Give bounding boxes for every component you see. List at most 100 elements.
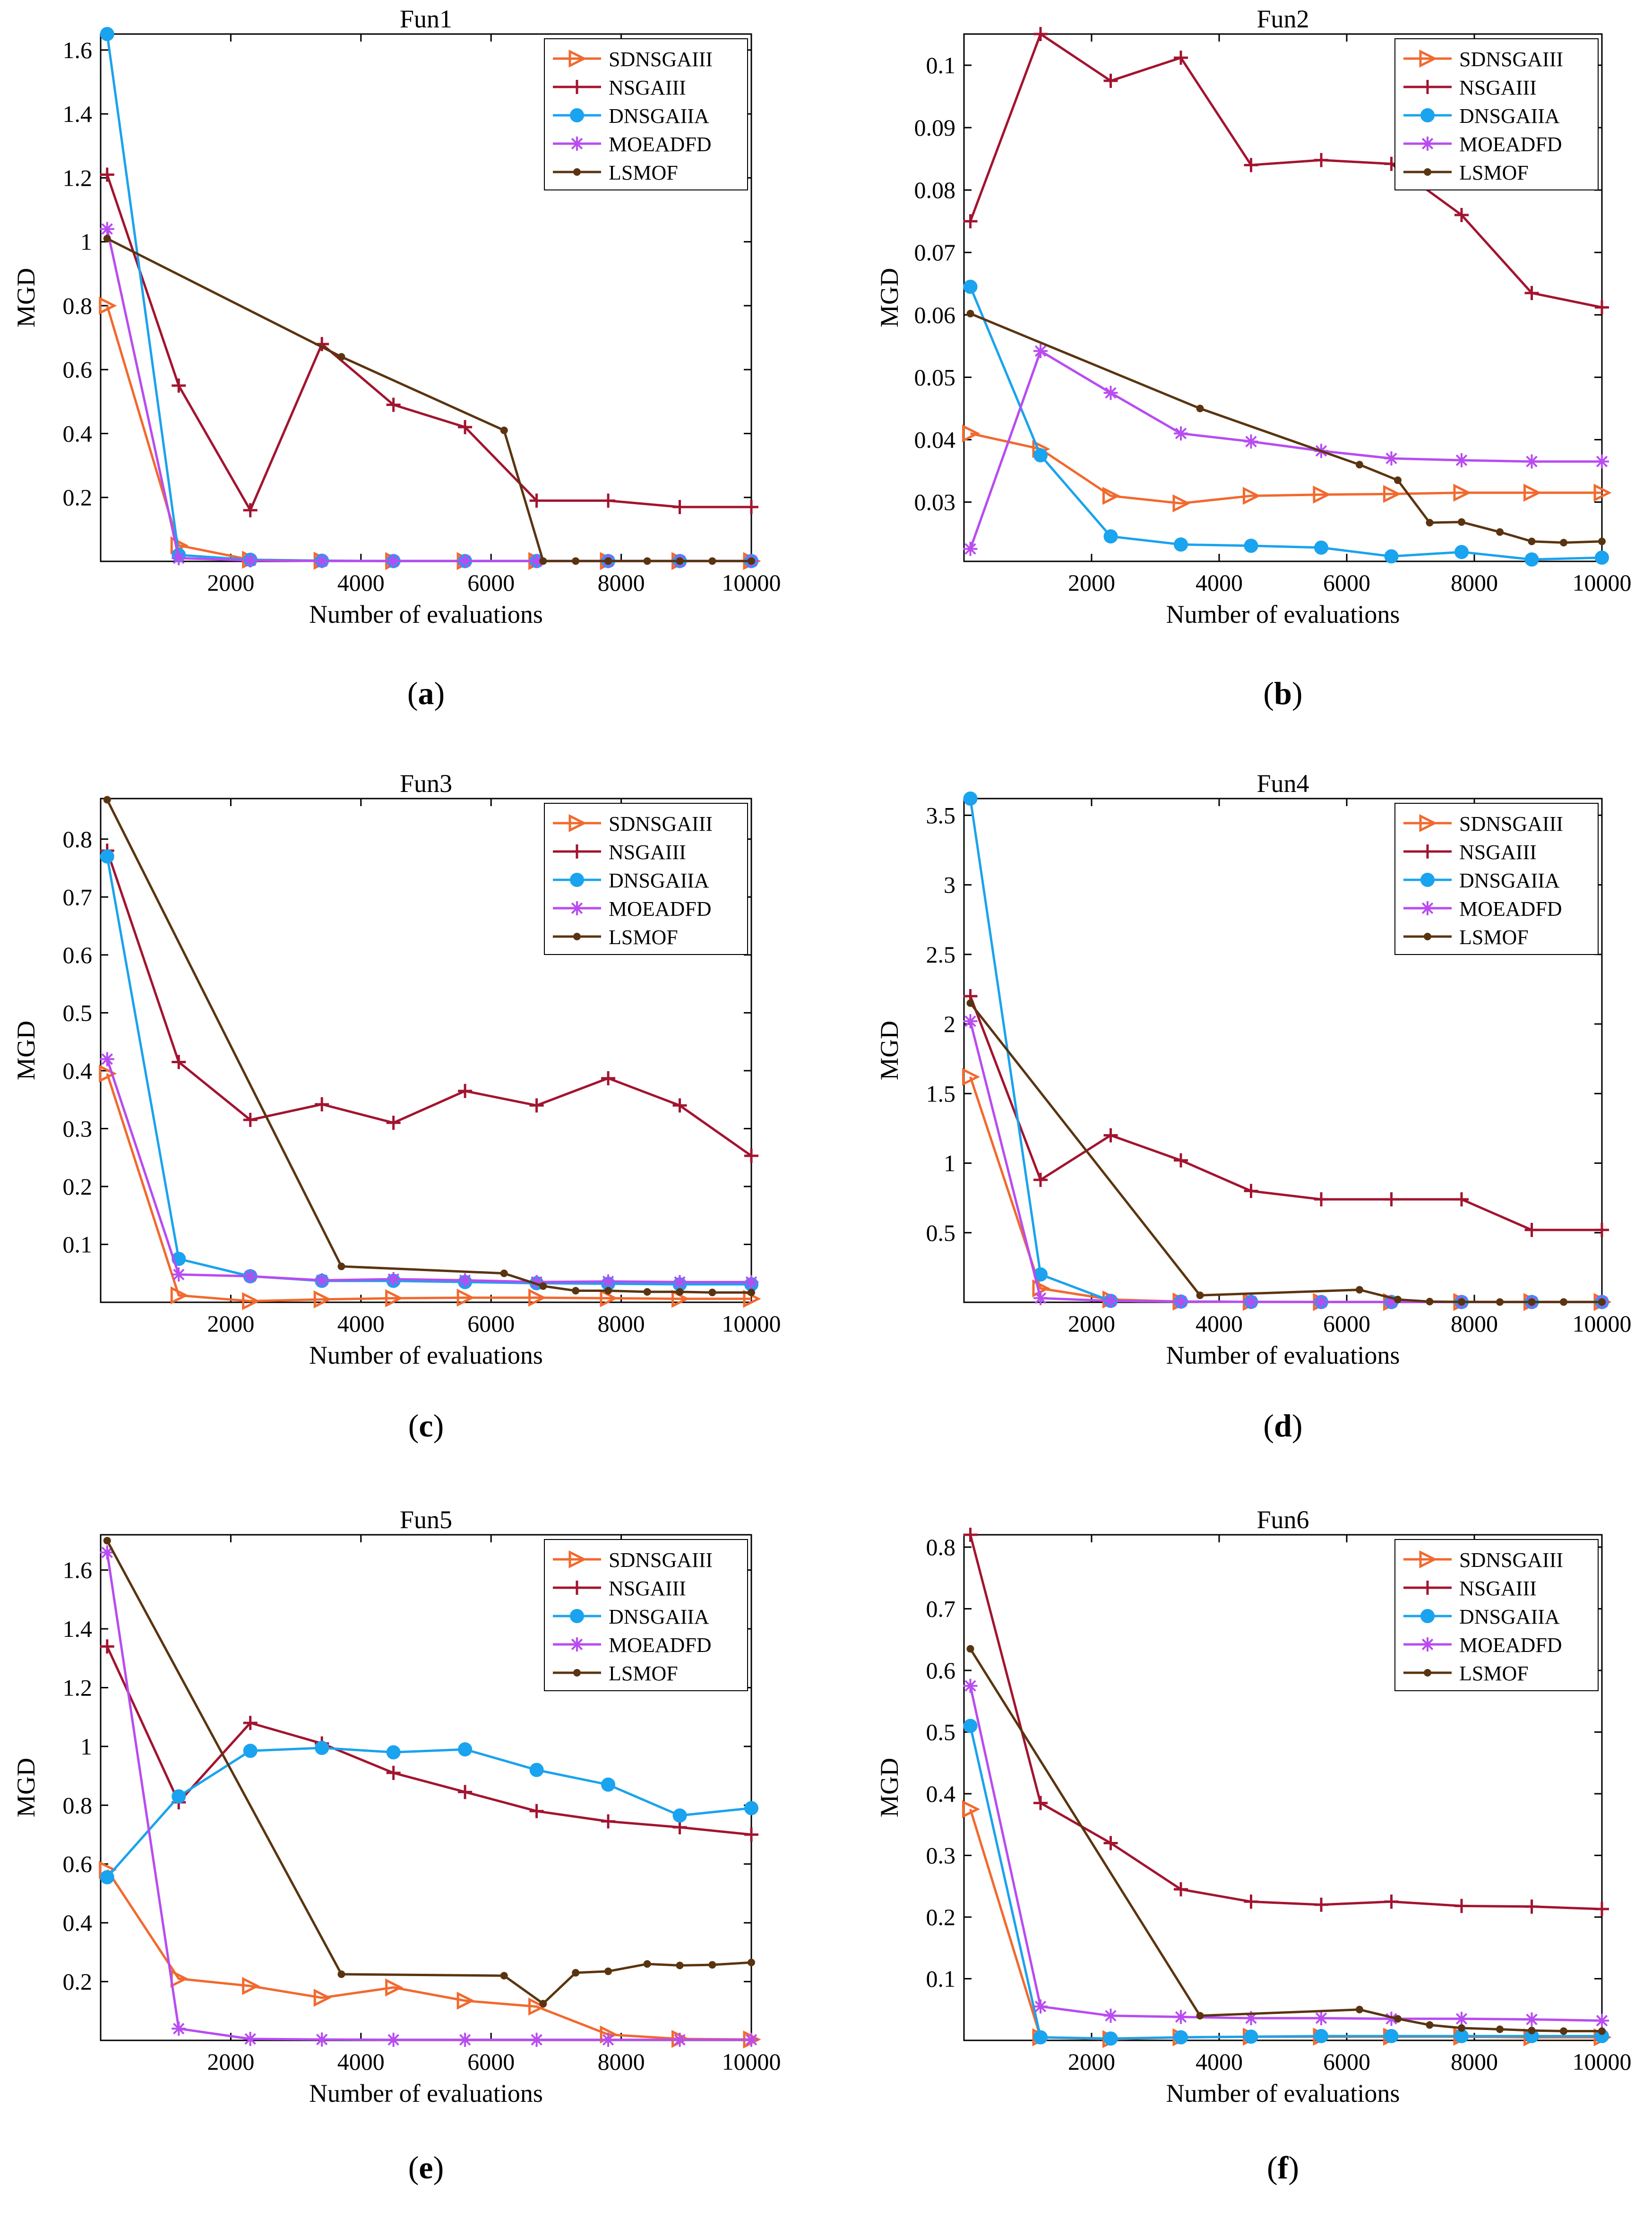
legend-label-moeadfd: MOEADFD <box>1459 133 1562 156</box>
series-line <box>969 1725 1602 2040</box>
y-tick-label: 0.4 <box>63 420 93 447</box>
legend-symbol-dnsgaiia-marker <box>1420 1609 1435 1623</box>
y-tick-label: 1 <box>80 1733 92 1760</box>
data-point <box>963 791 978 806</box>
data-point <box>604 1967 612 1975</box>
series-nsgaiii <box>963 989 1609 1237</box>
legend-symbol-dnsgaiia-marker <box>1420 873 1435 887</box>
series-line <box>106 1869 752 2041</box>
data-point <box>1560 1298 1567 1306</box>
legend-symbol-moeadfd-marker <box>570 1637 584 1651</box>
data-point <box>1356 1286 1363 1294</box>
y-axis-label: MGD <box>12 1021 40 1080</box>
series-moeadfd <box>100 1545 758 2047</box>
legend-label-sdnsgaiii: SDNSGAIII <box>609 812 713 835</box>
legend-symbol-lsmof-marker <box>1424 933 1431 940</box>
data-point <box>1356 2005 1363 2013</box>
y-tick-label: 0.2 <box>63 1173 93 1200</box>
data-point <box>1174 51 1188 65</box>
series-line <box>106 1058 751 1283</box>
y-tick-label: 0.8 <box>63 1792 93 1818</box>
data-point <box>708 557 716 565</box>
data-point <box>529 2032 544 2047</box>
data-point <box>1426 1298 1434 1306</box>
data-point <box>1174 426 1188 441</box>
data-point <box>1103 74 1118 88</box>
data-point <box>242 1292 260 1310</box>
y-tick-label: 0.1 <box>926 1966 956 1992</box>
data-point <box>676 1961 684 1970</box>
legend-label-moeadfd: MOEADFD <box>609 1634 712 1657</box>
data-point <box>1524 454 1539 469</box>
legend-label-lsmof: LSMOF <box>1459 161 1529 184</box>
data-point <box>315 1273 329 1288</box>
data-point <box>458 1273 473 1288</box>
data-point <box>744 500 758 515</box>
data-point <box>100 849 114 864</box>
x-tick-label: 4000 <box>1196 2048 1243 2075</box>
legend-symbol-nsgaiii-marker <box>570 844 584 859</box>
legend-label-nsgaiii: NSGAIII <box>609 76 686 99</box>
data-point <box>1453 483 1471 502</box>
data-point <box>1454 1192 1469 1207</box>
legend-symbol-lsmof-marker <box>1424 1669 1431 1677</box>
data-point <box>315 2032 329 2047</box>
legend-symbol-moeadfd-marker <box>1420 901 1435 915</box>
x-axis-label: Number of evaluations <box>1166 1341 1400 1369</box>
data-point <box>1174 1294 1188 1309</box>
data-point <box>100 1870 114 1884</box>
y-tick-label: 3.5 <box>926 802 956 828</box>
data-point <box>1033 1172 1048 1187</box>
series-line <box>969 33 1602 309</box>
data-point <box>1454 208 1469 223</box>
legend: SDNSGAIII NSGAIII DNSGAIIA MOEADFD LSMOF <box>1394 803 1599 955</box>
data-point <box>172 1789 186 1804</box>
x-tick-label: 2000 <box>207 2048 254 2075</box>
data-point <box>1356 461 1363 469</box>
legend-label-sdnsgaiii: SDNSGAIII <box>1459 48 1563 71</box>
x-tick-label: 8000 <box>1451 569 1498 596</box>
legend-label-lsmof: LSMOF <box>609 161 678 184</box>
x-tick-label: 4000 <box>337 569 385 596</box>
y-tick-label: 0.6 <box>63 1851 93 1877</box>
data-point <box>572 1969 580 1977</box>
data-point <box>1524 2012 1539 2027</box>
data-point <box>315 1741 329 1755</box>
data-point <box>1314 1192 1328 1207</box>
series-lsmof <box>966 310 1606 547</box>
data-point <box>963 1014 978 1029</box>
y-tick-label: 0.2 <box>63 1969 93 1995</box>
x-tick-label: 2000 <box>207 1310 254 1337</box>
y-tick-label: 0.07 <box>914 239 956 266</box>
series-moeadfd <box>963 344 1609 556</box>
data-point <box>1426 519 1434 527</box>
x-axis-label: Number of evaluations <box>309 2079 543 2107</box>
x-tick-label: 8000 <box>1451 1310 1498 1337</box>
x-tick-label: 10000 <box>1573 569 1632 596</box>
legend-symbol-dnsgaiia-marker <box>570 108 584 122</box>
data-point <box>1524 286 1539 301</box>
series-line <box>969 286 1602 561</box>
series-nsgaiii <box>100 167 758 517</box>
data-point <box>1384 2012 1399 2026</box>
data-point <box>1524 552 1539 567</box>
series-line <box>106 1552 751 2041</box>
series-dnsgaiia <box>100 1741 758 1884</box>
data-point <box>385 1978 404 1997</box>
data-point <box>1595 454 1609 469</box>
data-point <box>1595 1222 1609 1237</box>
legend-label-moeadfd: MOEADFD <box>609 133 712 156</box>
data-point <box>99 1064 117 1083</box>
data-point <box>100 27 114 41</box>
legend-label-sdnsgaiii: SDNSGAIII <box>1459 1548 1563 1572</box>
legend: SDNSGAIII NSGAIII DNSGAIIA MOEADFD LSMOF <box>544 38 748 190</box>
legend-label-nsgaiii: NSGAIII <box>1459 841 1537 864</box>
x-tick-label: 4000 <box>1196 1310 1243 1337</box>
x-tick-label: 2000 <box>207 569 254 596</box>
data-point <box>963 1528 978 1542</box>
legend-symbol-moeadfd-marker <box>570 901 584 915</box>
y-tick-label: 0.1 <box>63 1231 93 1257</box>
y-tick-label: 0.4 <box>926 1780 956 1807</box>
data-point <box>528 1997 547 2016</box>
series-moeadfd <box>963 1678 1609 2028</box>
